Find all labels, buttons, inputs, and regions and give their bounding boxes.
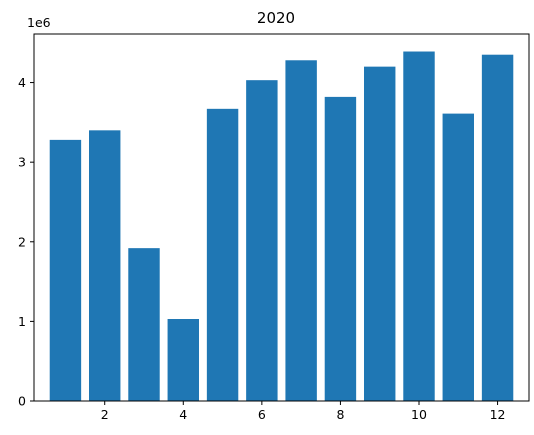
x-tick-label: 8: [336, 407, 344, 422]
bar-6: [246, 80, 278, 402]
y-tick-label: 1: [18, 314, 26, 329]
x-axis: 2 4 6 8 10 12: [101, 401, 506, 422]
y-tick-label: 3: [18, 155, 26, 170]
y-axis: 0 1 2 3 4: [18, 75, 34, 409]
bars-group: [49, 51, 514, 402]
bar-7: [285, 60, 317, 401]
bar-10: [403, 51, 435, 401]
bar-9: [364, 66, 396, 401]
bar-4: [167, 319, 199, 401]
y-tick-label: 2: [18, 234, 26, 249]
chart-title: 2020: [257, 9, 295, 27]
bar-12: [481, 54, 514, 401]
bar-2: [89, 130, 121, 401]
x-tick-label: 12: [490, 407, 506, 422]
bar-8: [324, 96, 357, 401]
x-tick-label: 2: [101, 407, 109, 422]
y-axis-offset-label: 1e6: [27, 15, 51, 30]
x-tick-label: 4: [179, 407, 187, 422]
plot-frame: [33, 33, 530, 402]
bar-5: [206, 108, 239, 401]
bar-3: [128, 248, 160, 401]
x-tick-label: 10: [411, 407, 427, 422]
bar-11: [442, 113, 474, 401]
x-tick-label: 6: [258, 407, 266, 422]
y-tick-label: 4: [18, 75, 26, 90]
bar-1: [49, 139, 82, 402]
y-tick-label: 0: [18, 394, 26, 409]
